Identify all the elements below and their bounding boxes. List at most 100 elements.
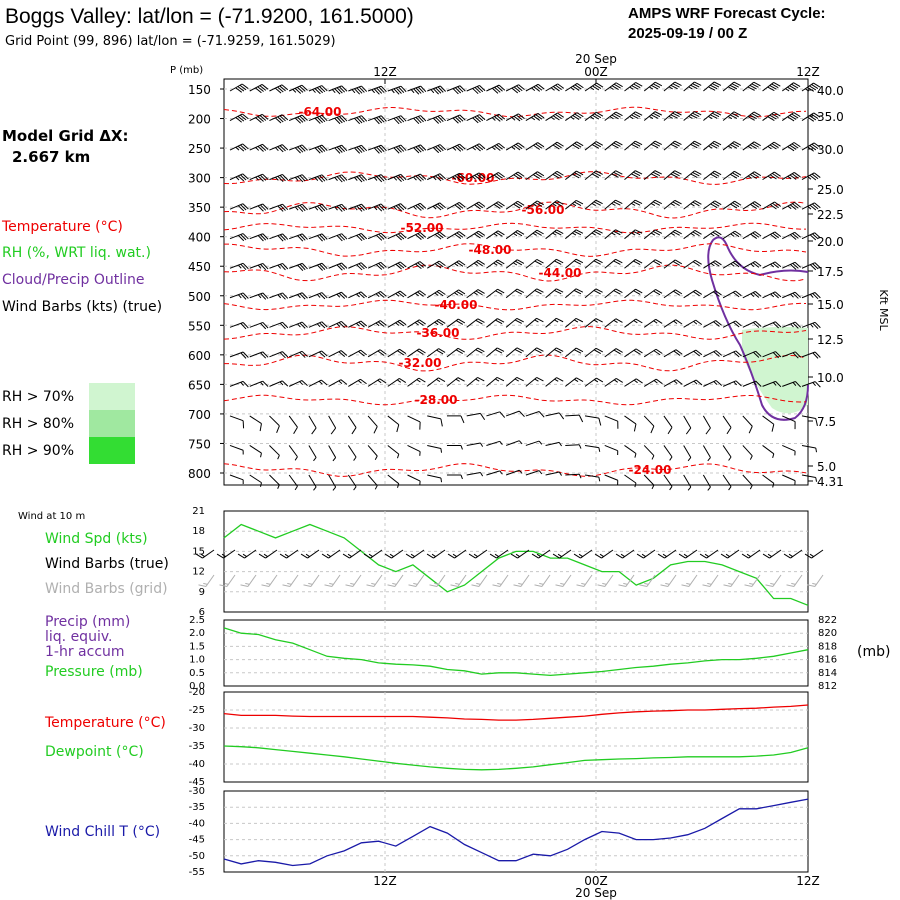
wind-barb-flag <box>240 323 247 330</box>
wind-barb <box>722 170 742 181</box>
wind-barb <box>742 320 762 328</box>
wind-barb-flag <box>457 347 465 353</box>
surface-wind-barb-true-half-flag <box>284 553 289 558</box>
height-tick-label: 5.0 <box>817 460 836 474</box>
wind-barb-half-flag <box>634 482 637 488</box>
wind-barb-flag <box>556 258 564 264</box>
pressure-tick-label: 350 <box>188 201 211 215</box>
wind-barb-staff <box>288 445 298 458</box>
legend-pressure: Pressure (mb) <box>45 664 143 680</box>
wind-barb <box>742 141 761 151</box>
wind-barb-flag <box>395 117 402 124</box>
wind-barb-flag <box>398 145 405 152</box>
wind-10m-series-line <box>223 523 809 606</box>
top-time-label-2: 00Z <box>584 65 608 79</box>
wind-barb-flag <box>440 418 443 427</box>
wind-barb-flag <box>257 175 264 182</box>
wind-barb-half-flag <box>573 319 579 323</box>
wind-barb-flag <box>552 144 560 150</box>
wind-barb-flag <box>675 379 683 385</box>
wind-barb-flag <box>654 111 663 116</box>
wind-barb-half-flag <box>518 440 523 445</box>
wind-barb-flag <box>472 88 479 95</box>
wind-barb-flag <box>297 86 304 93</box>
precip-tick-label: 1.5 <box>189 641 205 652</box>
wind-barb-flag <box>694 170 702 175</box>
wind-barb-half-flag <box>313 457 317 462</box>
wind-barb <box>604 199 623 210</box>
wind-barb-flag <box>400 144 407 151</box>
wind-barb-flag <box>476 232 483 238</box>
wind-barb-flag <box>749 144 757 150</box>
surface-wind-barb-grid-half-flag <box>476 582 481 585</box>
wind-barb <box>229 380 249 388</box>
wind-barb-flag <box>695 349 703 356</box>
wind-barb-flag <box>674 111 682 116</box>
wind-barb <box>308 174 328 183</box>
surface-wind-barb-grid-half-flag <box>287 582 292 585</box>
wind-barb <box>466 318 485 328</box>
wind-barb-flag <box>755 380 762 387</box>
wind-barb-flag <box>747 116 755 121</box>
wind-barb-flag <box>281 380 289 387</box>
surface-wind-barb-true <box>216 549 236 559</box>
isotherm-line <box>223 201 807 219</box>
temperature-tick-label: -35 <box>189 741 205 752</box>
wind-barb-half-flag <box>472 176 476 180</box>
surface-wind-barb-true <box>195 549 215 559</box>
wind-barb-flag <box>729 114 738 119</box>
wind-barb-flag <box>438 289 446 295</box>
wind-barb-flag <box>792 322 799 329</box>
wind-barb <box>328 233 348 242</box>
wind-barb-flag <box>242 143 249 150</box>
legend-dewpoint: Dewpoint (°C) <box>45 744 144 760</box>
wind-barb-flag <box>336 205 343 212</box>
surface-wind-barb-true <box>573 549 593 559</box>
temperature-series-line <box>223 704 809 721</box>
wind-barb-flag <box>705 427 711 435</box>
wind-barb-flag <box>712 201 720 207</box>
wind-barb-flag <box>693 350 701 357</box>
surface-wind-barb-grid-flag <box>408 584 417 587</box>
wind-barb-flag <box>237 86 245 92</box>
wind-barb <box>486 318 505 328</box>
wind-barb-flag <box>373 117 380 125</box>
wind-barb-half-flag <box>707 457 711 462</box>
wind-barb-half-flag <box>454 262 459 267</box>
wind-barb-half-flag <box>414 322 419 326</box>
wind-barb <box>565 444 582 449</box>
wind-barb-staff <box>683 415 692 429</box>
pressure-axis-title: P (mb) <box>170 65 203 76</box>
wind-barb-flag <box>478 143 486 150</box>
wind-barb-flag <box>574 84 582 90</box>
wind-barb-flag <box>476 202 484 209</box>
wind-barb-flag <box>670 143 678 149</box>
wind-barb-flag <box>592 114 600 120</box>
wind-barb <box>328 415 337 435</box>
wind-barb-flag <box>338 292 346 299</box>
wind-barb <box>584 444 601 452</box>
wind-barb-flag <box>495 261 503 266</box>
wind-barb <box>722 230 742 240</box>
wind-barb-flag <box>439 231 446 238</box>
wind-barb-half-flag <box>690 232 695 237</box>
wind-barb <box>367 85 387 95</box>
wind-barb-flag <box>279 293 286 300</box>
wind-barb-staff <box>702 415 711 429</box>
wind-barb-half-flag <box>728 486 732 491</box>
wind-barb-staff <box>782 445 796 452</box>
wind-barb-flag <box>574 349 582 354</box>
surface-wind-barb-grid <box>702 574 719 587</box>
wind-barb-flag <box>336 176 343 183</box>
wind-barb-staff <box>387 445 400 455</box>
wind-barb-flag <box>360 291 368 298</box>
wind-barb-half-flag <box>767 175 772 180</box>
wind-barb-half-flag <box>649 86 654 90</box>
wind-barb <box>683 379 703 387</box>
wind-barb-flag <box>792 352 799 359</box>
wind-barb-flag <box>380 85 387 93</box>
surface-wind-barb-grid-flag <box>807 584 816 587</box>
surface-wind-barb-true-half-flag <box>515 553 520 558</box>
wind-barb-flag <box>654 81 663 87</box>
surface-wind-barb-grid <box>576 574 593 587</box>
